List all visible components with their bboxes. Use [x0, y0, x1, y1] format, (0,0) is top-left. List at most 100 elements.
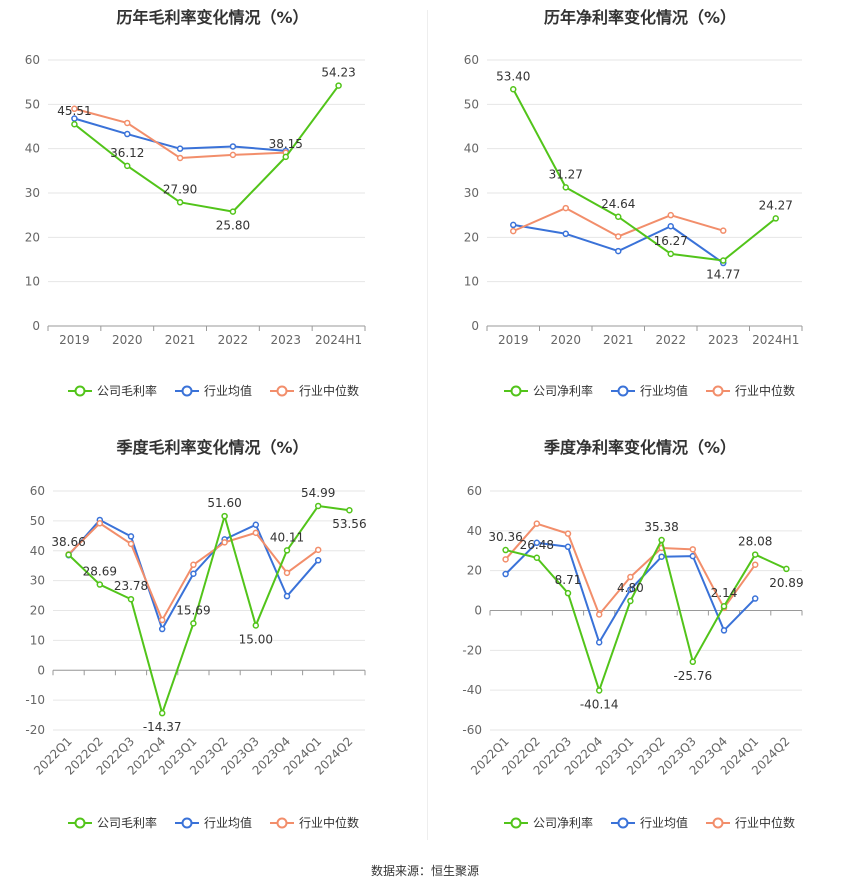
legend-marker — [510, 817, 522, 829]
data-point — [562, 230, 569, 238]
legend-marker — [74, 385, 86, 397]
y-tick-label: 30 — [25, 186, 40, 200]
y-tick-label: 0 — [474, 604, 482, 618]
chart-title: 季度净利率变化情况（%） — [543, 438, 737, 457]
data-point — [502, 546, 509, 554]
data-label: 28.69 — [83, 565, 117, 579]
data-point — [772, 215, 779, 222]
x-tick-label: 2019 — [59, 333, 90, 347]
x-tick-label: 2021 — [165, 333, 196, 347]
data-point — [627, 586, 634, 593]
data-point — [615, 213, 622, 221]
data-point — [314, 502, 322, 510]
data-source-note: 数据来源：恒生聚源 — [370, 864, 479, 878]
quarterly-gross-margin-chart: -20-1001020304050602022Q12022Q22022Q3202… — [25, 484, 366, 830]
data-label: 54.23 — [321, 66, 355, 80]
legend-marker — [181, 385, 193, 397]
data-label: 24.27 — [759, 198, 793, 212]
data-point — [720, 227, 727, 234]
x-tick-label: 2022 — [655, 333, 686, 347]
data-point — [502, 570, 509, 578]
legend-label: 行业均值 — [204, 815, 252, 830]
data-point — [283, 592, 291, 600]
data-label: 15.00 — [239, 632, 273, 646]
x-tick-label: 2020 — [550, 333, 581, 347]
data-label: 25.80 — [216, 219, 250, 233]
y-tick-label: 20 — [464, 230, 479, 244]
legend-marker — [276, 385, 288, 397]
data-point — [667, 211, 674, 219]
data-point — [689, 658, 697, 666]
y-tick-label: 0 — [37, 663, 45, 677]
y-tick-label: 10 — [25, 275, 40, 289]
data-label: 28.08 — [738, 535, 772, 549]
chart-title: 历年净利率变化情况（%） — [543, 8, 737, 27]
data-label: 24.64 — [601, 197, 635, 211]
legend-marker — [276, 817, 288, 829]
y-tick-label: 60 — [464, 53, 479, 67]
data-label: 27.90 — [163, 182, 197, 196]
data-point — [562, 184, 569, 191]
legend-marker — [510, 385, 522, 397]
data-point — [124, 119, 131, 127]
data-point — [510, 227, 517, 235]
data-point — [627, 597, 634, 605]
legend-label: 行业中位数 — [735, 815, 795, 830]
data-point — [127, 533, 135, 540]
legend-marker — [181, 817, 193, 829]
y-tick-label: 50 — [25, 97, 40, 111]
data-label: 54.99 — [301, 486, 335, 500]
data-point — [627, 573, 634, 581]
data-point — [667, 250, 674, 258]
y-tick-label: 40 — [30, 544, 45, 558]
legend-marker — [712, 385, 724, 397]
data-point — [564, 589, 572, 597]
data-point — [229, 143, 237, 150]
legend-label: 行业中位数 — [735, 383, 795, 398]
legend-label: 公司毛利率 — [97, 815, 157, 830]
legend-label: 行业均值 — [640, 815, 688, 830]
quarterly-net-margin-chart: -60-40-2002040602022Q12022Q22022Q32022Q4… — [462, 484, 803, 830]
data-point — [510, 86, 517, 93]
data-label: 53.56 — [332, 517, 366, 531]
data-label: 45.51 — [57, 104, 91, 118]
x-tick-label: 2023 — [270, 333, 301, 347]
data-label: 40.11 — [270, 530, 304, 544]
data-point — [229, 208, 237, 215]
data-label: 14.77 — [706, 268, 740, 282]
data-label: 8.71 — [555, 573, 582, 587]
x-tick-label: 2024H1 — [752, 333, 799, 347]
annual-gross-margin-chart: 0 10 20 30 40 50 60 2019 2020 2021 2022 2023 2024H1 4… — [25, 53, 366, 398]
chart-title: 季度毛利率变化情况（%） — [116, 438, 309, 457]
data-label: -40.14 — [580, 697, 619, 711]
y-tick-label: 30 — [30, 574, 45, 588]
data-point — [96, 520, 104, 527]
data-point — [96, 581, 104, 588]
legend-label: 公司净利率 — [533, 815, 593, 830]
y-tick-label: 50 — [30, 514, 45, 528]
y-tick-label: -60 — [462, 723, 482, 737]
legend-label: 行业均值 — [640, 383, 688, 398]
legend-marker — [74, 817, 86, 829]
x-tick-label: 2021 — [603, 333, 634, 347]
x-tick-label: 2022 — [218, 333, 249, 347]
y-tick-label: 50 — [464, 97, 479, 111]
data-point — [335, 82, 342, 89]
data-point — [615, 233, 622, 240]
quarterly-net-margin-panel: 季度净利率变化情况（%） -60 -40 -20 0 20 40 60 2022Q1 2022Q… — [430, 430, 850, 850]
data-point — [124, 130, 131, 138]
y-tick-label: 0 — [471, 319, 479, 333]
data-label: 23.78 — [114, 579, 148, 593]
legend-label: 公司毛利率 — [97, 383, 157, 398]
data-point — [190, 561, 197, 569]
data-point — [502, 556, 509, 563]
data-label: 38.66 — [51, 535, 85, 549]
data-point — [667, 223, 674, 230]
y-tick-label: 20 — [467, 564, 482, 578]
series-line — [512, 88, 777, 262]
series-line — [73, 84, 340, 213]
data-label: 2.14 — [711, 586, 738, 600]
data-label: 35.38 — [644, 520, 678, 534]
y-tick-label: 40 — [467, 524, 482, 538]
